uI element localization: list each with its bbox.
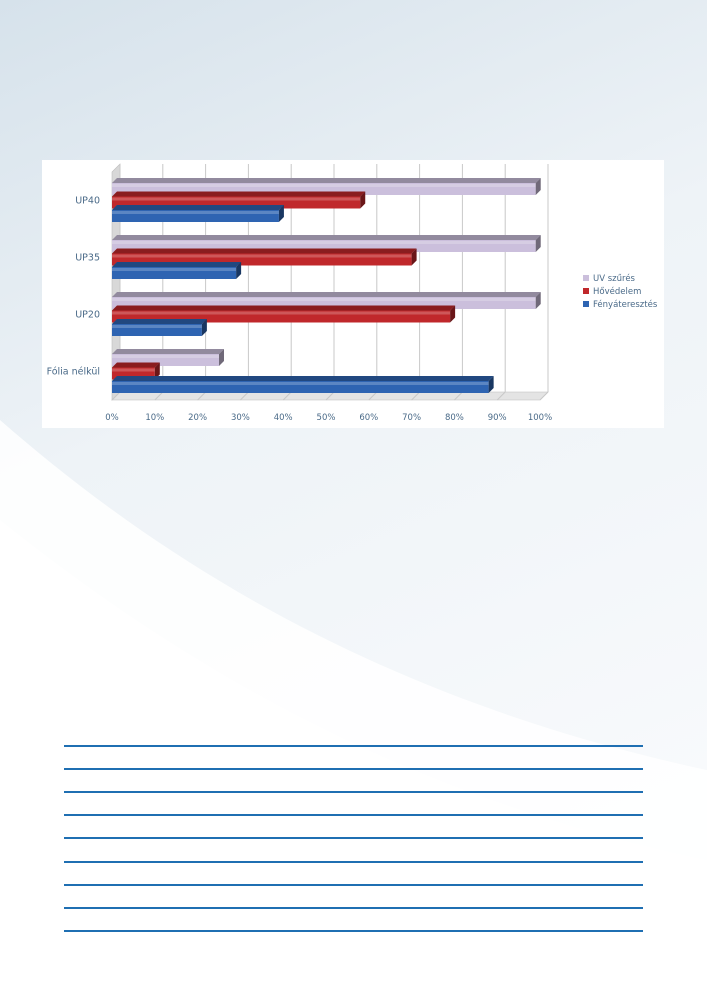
bar-end-face (411, 248, 417, 266)
bar-front-face (112, 381, 489, 393)
bar-end-face (201, 319, 207, 336)
legend-label: Fényáteresztés (593, 299, 658, 310)
bar-highlight (112, 268, 237, 271)
bar-end-face (360, 191, 366, 209)
bar-highlight (112, 382, 489, 385)
x-tick-label: 70% (402, 413, 421, 423)
bar-top-face (112, 235, 541, 240)
bar-highlight (112, 298, 536, 301)
y-category-label: UP40 (75, 196, 100, 207)
bar-highlight (112, 368, 155, 372)
bar-highlight (112, 325, 202, 328)
bar-top-face (112, 319, 207, 324)
x-tick-label: 60% (359, 413, 378, 423)
legend: UV szűrés Hővédelem Fényáteresztés (583, 273, 658, 310)
bar-highlight (112, 184, 536, 187)
x-tick-label: 20% (188, 413, 207, 423)
bar (112, 262, 242, 279)
legend-label: UV szűrés (593, 273, 636, 284)
labels-layer: 0% 10% 20% 30% 40% 50% 60% 70% 80% 90% 100% UP40 UP3… (47, 196, 553, 424)
bar-top-face (112, 292, 541, 297)
bar-chart: 0% 10% 20% 30% 40% 50% 60% 70% 80% 90% 100% UP40 UP3… (47, 163, 658, 424)
bar-top-face (112, 262, 242, 267)
bar-end-face (278, 205, 284, 222)
gridline-floor (197, 391, 206, 401)
x-tick-label: 50% (317, 413, 336, 423)
x-tick-label: 90% (488, 413, 507, 423)
bar-top-face (112, 205, 284, 210)
bar-front-face (112, 324, 202, 336)
bar-front-face (112, 267, 237, 279)
bar-front-face (112, 210, 279, 222)
bar-top-face (112, 191, 366, 197)
gridline-floor (325, 391, 335, 401)
x-tick-label: 30% (231, 413, 250, 423)
gridline-floor (496, 391, 506, 401)
bar-highlight (112, 241, 536, 244)
chart-panel: 0% 10% 20% 30% 40% 50% 60% 70% 80% 90% 100% UP40 UP3… (42, 160, 664, 428)
gridline-floor (154, 391, 164, 401)
bar-highlight (112, 197, 361, 201)
gridline-floor (454, 391, 463, 401)
gridline-floor (368, 391, 378, 401)
bar-highlight (112, 355, 219, 358)
bar-end-face (450, 305, 456, 323)
bar-top-face (112, 362, 160, 368)
y-category-label: Fólia nélkül (47, 367, 100, 378)
x-tick-label: 100% (528, 413, 552, 423)
legend-swatch (583, 301, 589, 307)
gridline-floor (282, 391, 292, 401)
bar (112, 191, 366, 209)
bar-end-face (236, 262, 242, 279)
y-category-label: UP35 (75, 253, 100, 264)
bar (112, 376, 494, 393)
gridline-floor (411, 391, 420, 401)
y-category-label: UP20 (75, 310, 100, 321)
legend-swatch (583, 288, 589, 294)
x-tick-label: 80% (445, 413, 464, 423)
x-tick-label: 40% (274, 413, 293, 423)
gridline-floor (240, 391, 249, 401)
bar-top-face (112, 305, 456, 311)
bar-end-face (535, 235, 541, 252)
bar-highlight (112, 211, 279, 214)
bar-top-face (112, 349, 224, 354)
bar (112, 319, 207, 336)
x-tick-label: 10% (145, 413, 164, 423)
gridline-floor (111, 391, 121, 401)
bar-highlight (112, 311, 451, 315)
legend-swatch (583, 275, 589, 281)
bar-end-face (219, 349, 224, 366)
bars-layer (112, 178, 541, 393)
bar-end-face (488, 376, 494, 393)
legend-label: Hővédelem (593, 286, 641, 297)
bar-end-face (535, 178, 541, 195)
bar-end-face (154, 362, 160, 380)
bar-top-face (112, 248, 417, 254)
x-tick-label: 0% (105, 413, 119, 423)
bar-top-face (112, 376, 494, 381)
bar-highlight (112, 254, 412, 258)
bar-end-face (535, 292, 541, 309)
bar-top-face (112, 178, 541, 183)
gridline-floor (539, 391, 549, 401)
bar (112, 205, 284, 222)
